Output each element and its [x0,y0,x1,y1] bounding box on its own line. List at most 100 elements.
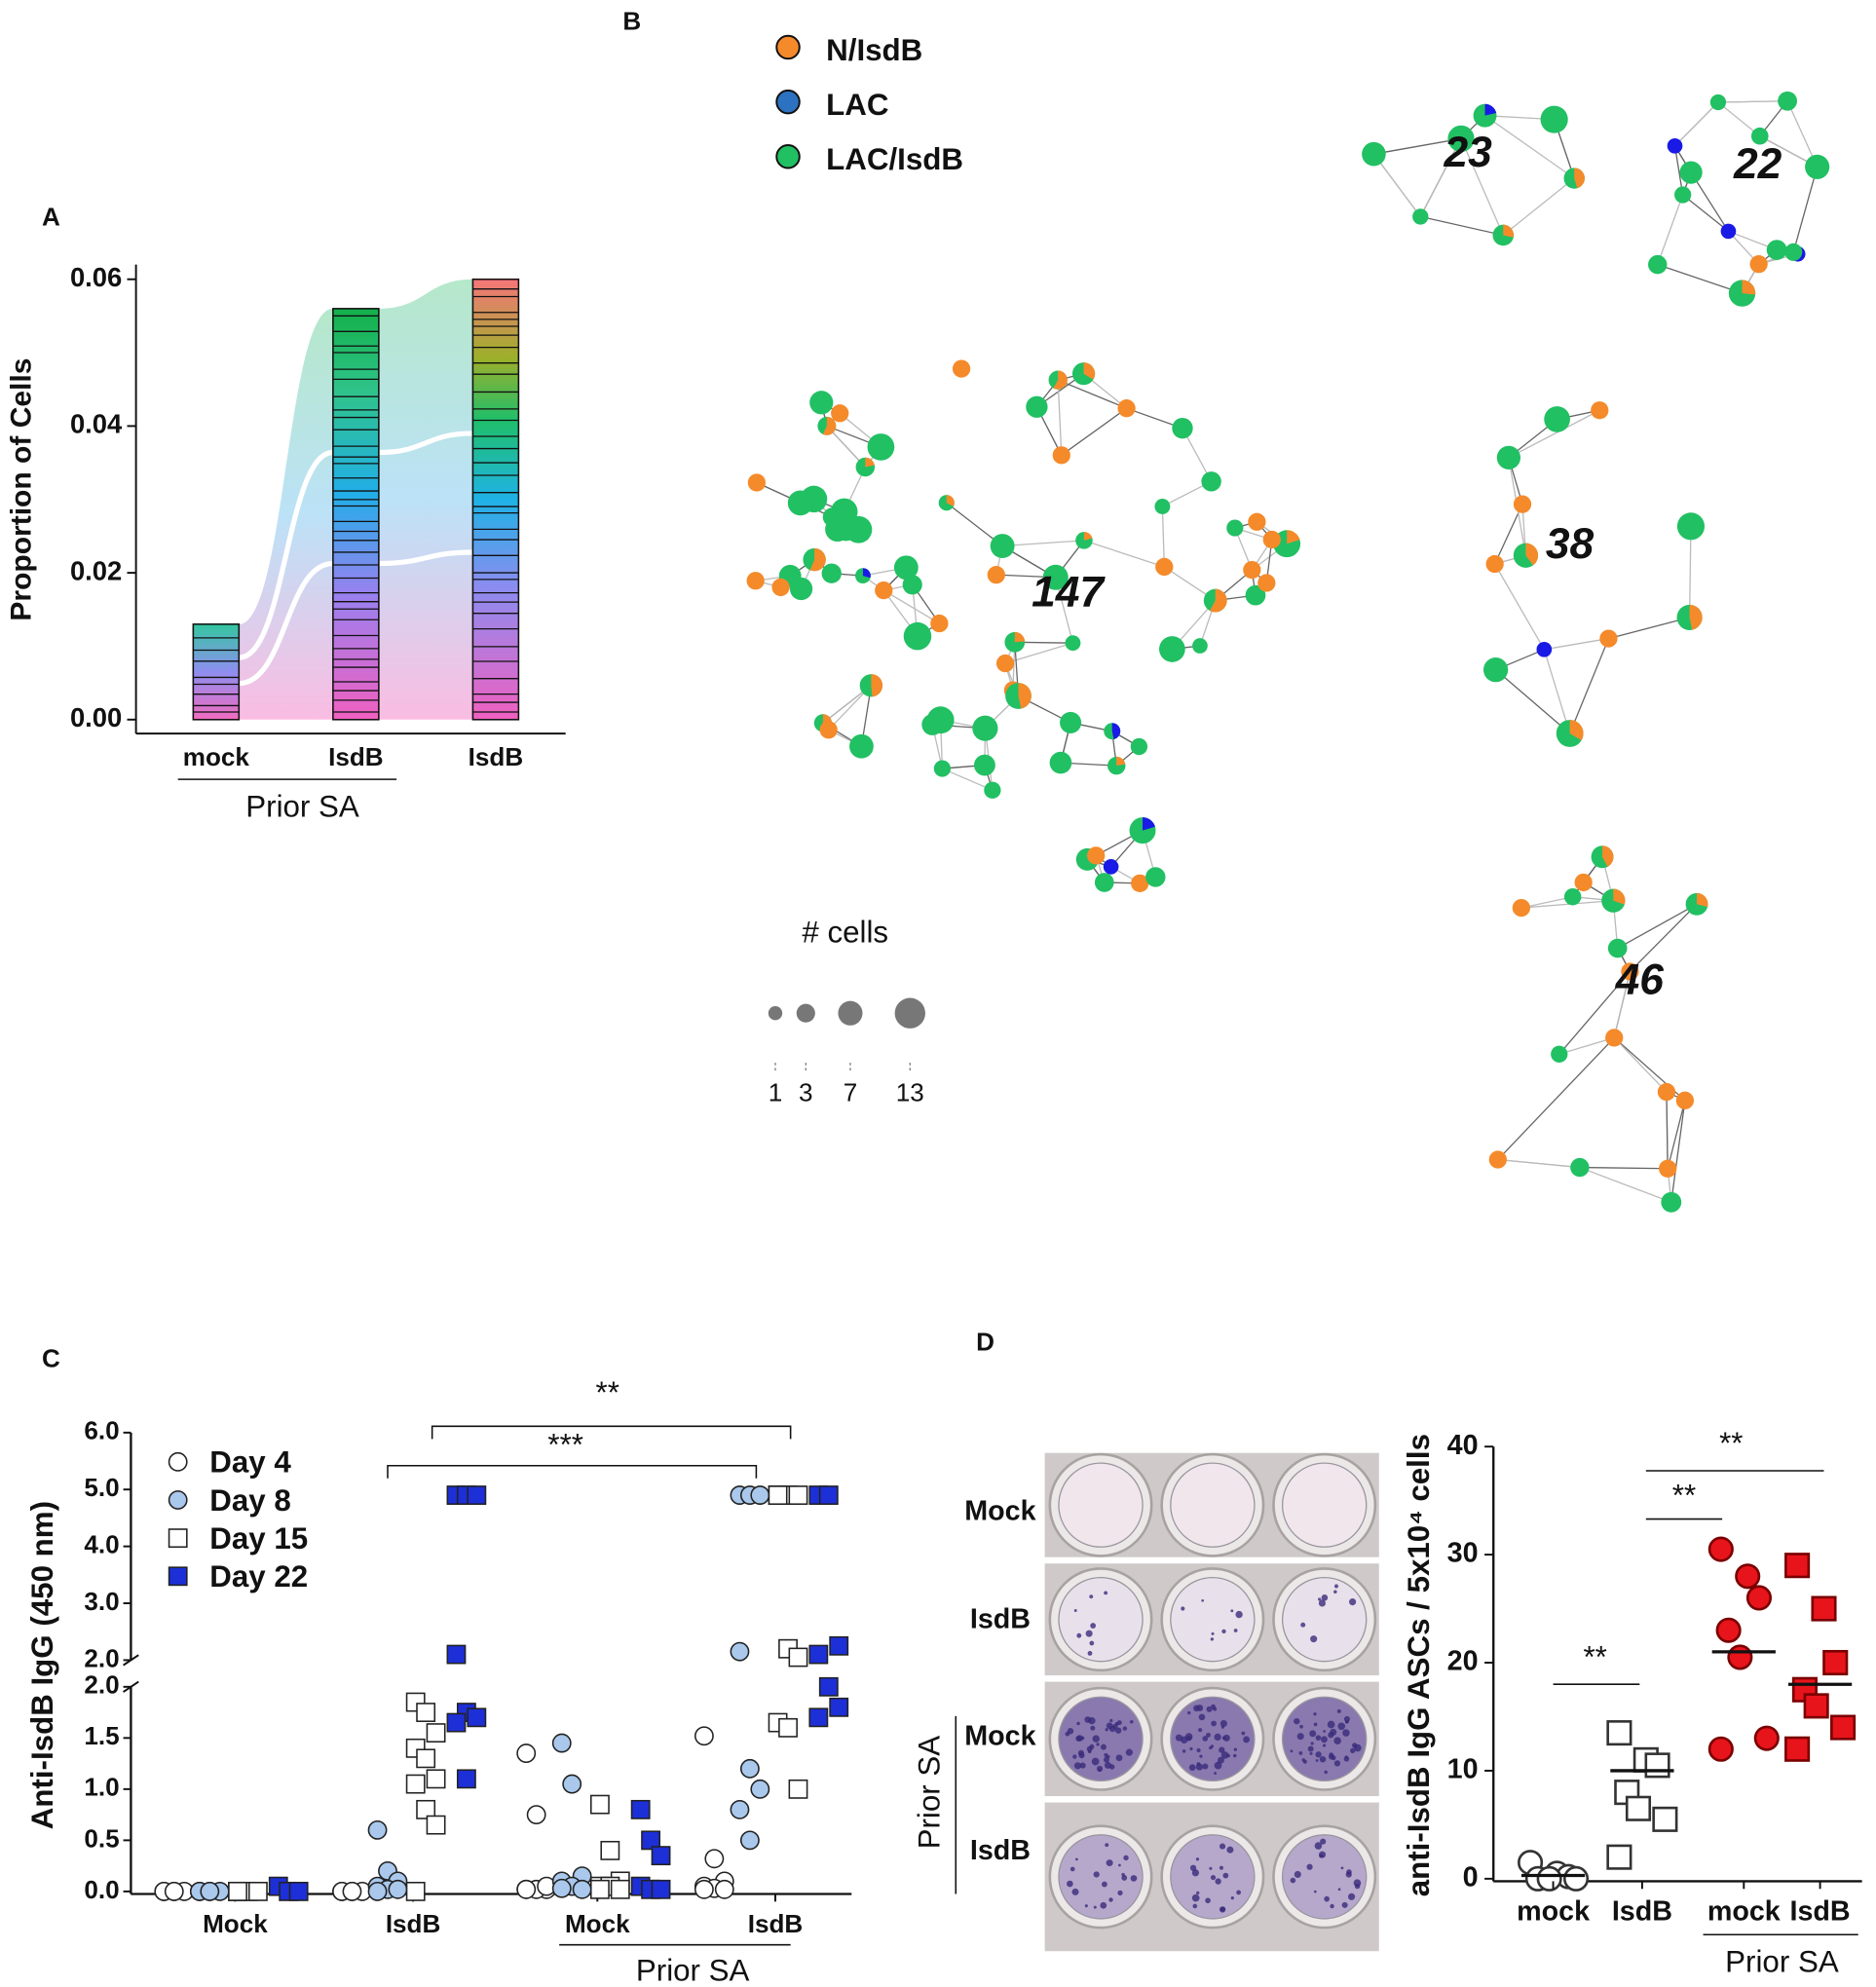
data-point [1803,1693,1829,1719]
size-legend-marker [894,997,925,1029]
network-node [1676,512,1706,541]
network-node [1551,1045,1568,1063]
node-wedge [1697,892,1708,908]
network-node [833,515,859,542]
spot [1202,1736,1209,1742]
spot [1344,1755,1348,1759]
data-point [572,1879,592,1899]
spot [1206,1732,1211,1738]
spot [1100,1743,1107,1750]
y-tick-label: 20 [1447,1646,1479,1677]
spot [1345,1719,1349,1724]
network-node [1659,1159,1677,1178]
spot [1300,1622,1306,1628]
spot [1198,1713,1206,1721]
network-edge [1083,540,1165,568]
network-node [831,404,849,423]
well [1058,1834,1144,1920]
data-point [200,1881,220,1901]
panel-label: B [622,7,641,36]
bar [471,278,520,721]
data-point [467,1707,487,1728]
well [1170,1576,1256,1663]
spot [1090,1725,1096,1731]
spot [1341,1901,1348,1908]
data-point [1606,1720,1632,1746]
network-edge [1682,194,1729,232]
network-edge [1688,526,1692,618]
legend-label: LAC [826,88,888,122]
data-point [1644,1752,1670,1779]
network-edge [1002,540,1084,547]
data-point [651,1846,671,1866]
network-edge [1579,1166,1672,1203]
spot [1230,1609,1234,1613]
spot [1098,1769,1102,1772]
network-edge [1420,215,1504,237]
size-legend-title: # cells [802,916,888,950]
spot [1318,1597,1322,1601]
flow-gap [238,449,334,660]
data-point [1784,1736,1811,1762]
spot [1233,1747,1238,1751]
spot [1075,1857,1078,1861]
network-node [972,715,998,741]
spot [1214,1733,1221,1742]
spot [1323,1730,1327,1733]
spot [1313,1712,1317,1716]
network-node [1087,846,1106,865]
spot [1219,1843,1226,1850]
network-node [1648,254,1668,275]
size-legend-marker [768,1006,783,1021]
network-node [1159,636,1185,662]
network-node [1447,125,1475,152]
network-edge [1613,971,1632,1038]
data-point [456,1769,476,1789]
spot [1232,1753,1237,1758]
spot [1080,1736,1085,1741]
spot [1114,1727,1122,1734]
legend-marker [775,89,801,115]
network-edge [1520,900,1614,909]
spot [1210,1874,1217,1881]
spot [1307,1745,1314,1752]
y-axis-label: Anti-IsdB IgG (450 nm) [25,1501,59,1829]
network-node [1766,240,1787,260]
panel-label: C [42,1343,60,1372]
spot [1215,1878,1221,1885]
network-node [902,575,922,595]
network-node [1049,751,1072,774]
network-node [1621,962,1639,981]
network-node [903,621,932,651]
network-node [1513,495,1532,513]
panel-label: D [976,1327,994,1356]
network-edge [1373,137,1462,155]
network-node [1536,641,1553,657]
spot [1189,1746,1193,1751]
network-node [1145,867,1166,887]
well [1281,1576,1368,1663]
spot [1294,1717,1300,1725]
spot [1181,1606,1185,1611]
spot [1313,1722,1318,1727]
node-wedge [1053,370,1068,390]
spot [1108,1725,1116,1733]
network-edge [1569,638,1610,734]
spot [1191,1869,1200,1877]
network-node [1667,137,1683,154]
data-point [342,1881,362,1901]
spot [1210,1744,1215,1748]
spot [1079,1762,1086,1769]
spot [1333,1760,1341,1767]
y-tick-label: 10 [1447,1754,1479,1785]
cluster-label: 23 [1443,129,1492,176]
node-wedge [1574,168,1585,189]
size-legend-marker [838,1000,863,1026]
spot [1084,1904,1088,1908]
spot [1219,1906,1226,1913]
data-point [526,1805,546,1825]
spot [1310,1635,1318,1643]
significance-label: ** [1719,1426,1743,1460]
data-point [426,1723,446,1743]
network-node [821,563,842,583]
